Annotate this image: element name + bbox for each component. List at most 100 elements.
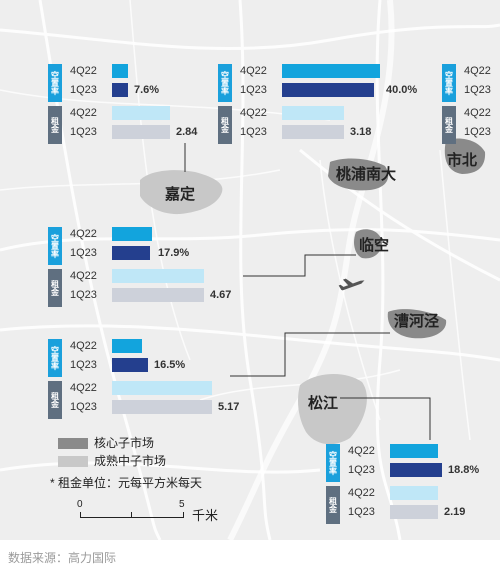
panel-linkong: 空置率租金 4Q22 1Q23 4Q22 1Q23 17.9% 4.67: [48, 227, 278, 307]
period-label: 4Q22: [70, 382, 97, 394]
legend-swatch-core: [58, 438, 88, 449]
vacancy-bar-4Q22: [112, 339, 142, 353]
district-shape-songjiang: [298, 374, 367, 445]
rent-tag: 租金: [326, 486, 340, 524]
panel-songjiang: 空置率租金 4Q22 1Q23 4Q22 1Q23 18.8% 2.19: [326, 444, 500, 524]
period-label: 4Q22: [464, 65, 491, 77]
period-label: 4Q22: [348, 445, 375, 457]
panel-shibei: 空置率 租金 4Q22 1Q23 4Q22 1Q23: [442, 64, 500, 144]
vacancy-bar-4Q22: [282, 64, 380, 78]
rent-bar-4Q22: [112, 106, 170, 120]
scale-bar-mid: [80, 512, 132, 518]
vacancy-value: 7.6%: [134, 84, 160, 96]
district-label-linkong: 临空: [359, 237, 390, 254]
vacancy-value: 40.0%: [386, 84, 418, 96]
rent-value: 5.17: [218, 401, 240, 413]
period-label: 1Q23: [464, 84, 491, 96]
vacancy-bar-1Q23: [282, 83, 374, 97]
rent-tag: 租金: [48, 381, 62, 419]
district-shape-linkong: [354, 229, 382, 259]
vacancy-tag: 空置率: [48, 339, 62, 377]
rent-bar-1Q23: [112, 125, 170, 139]
vacancy-tag: 空置率: [48, 227, 62, 265]
district-label-songjiang: 松江: [308, 395, 339, 412]
district-label-taopu: 桃浦南大: [336, 166, 397, 183]
rent-tag: 租金: [48, 269, 62, 307]
rent-bar-1Q23: [112, 288, 204, 302]
connector-linkong: [243, 254, 356, 277]
district-shape-shibei: [444, 138, 486, 174]
rent-tag: 租金: [218, 106, 232, 144]
source-note: 数据来源：高力国际: [8, 551, 117, 565]
period-label: 1Q23: [70, 126, 97, 138]
vacancy-tag: 空置率: [218, 64, 232, 102]
period-label: 1Q23: [70, 84, 97, 96]
district-shape-caohejing: [387, 309, 447, 339]
period-label: 4Q22: [70, 340, 97, 352]
period-label: 4Q22: [348, 487, 375, 499]
vacancy-bar-1Q23: [112, 246, 150, 260]
period-label: 4Q22: [70, 65, 97, 77]
rent-bar-4Q22: [112, 381, 212, 395]
vacancy-bar-4Q22: [390, 444, 438, 458]
district-shape-taopu: [328, 158, 389, 191]
panel-taopu: 空置率租金 4Q22 1Q23 4Q22 1Q23 40.0% 3.18: [218, 64, 448, 144]
legend-swatch-mature: [58, 456, 88, 467]
panel-jiading: 空置率租金 4Q22 1Q23 4Q22 1Q23 7.6% 2.84: [48, 64, 278, 144]
airplane-icon: [338, 278, 365, 291]
vacancy-bar-1Q23: [112, 83, 128, 97]
scale-min-label: 0: [77, 499, 83, 510]
period-label: 1Q23: [240, 126, 267, 138]
rent-bar-1Q23: [282, 125, 344, 139]
period-label: 1Q23: [70, 359, 97, 371]
connector-caohejing: [230, 332, 390, 377]
district-label-shibei: 市北: [447, 152, 478, 169]
rent-value: 4.67: [210, 289, 232, 301]
district-label-caohejing: 漕河泾: [394, 313, 440, 330]
period-label: 4Q22: [70, 107, 97, 119]
legend-label-mature: 成熟中子市场: [94, 454, 167, 468]
rent-value: 2.84: [176, 126, 198, 138]
period-label: 1Q23: [70, 401, 97, 413]
rent-value: 2.19: [444, 506, 466, 518]
rent-bar-1Q23: [112, 400, 212, 414]
rent-bar-4Q22: [282, 106, 344, 120]
district-label-jiading: 嘉定: [165, 186, 196, 203]
connector-songjiang: [340, 397, 431, 440]
period-label: 4Q22: [464, 107, 491, 119]
vacancy-value: 18.8%: [448, 464, 480, 476]
vacancy-bar-1Q23: [390, 463, 442, 477]
vacancy-tag: 空置率: [48, 64, 62, 102]
period-label: 1Q23: [240, 84, 267, 96]
rent-value: 3.18: [350, 126, 372, 138]
period-label: 4Q22: [240, 107, 267, 119]
period-label: 4Q22: [70, 270, 97, 282]
period-label: 1Q23: [348, 464, 375, 476]
period-label: 1Q23: [348, 506, 375, 518]
district-shape-jiading: [140, 170, 223, 215]
vacancy-value: 17.9%: [158, 247, 190, 259]
rent-tag: 租金: [442, 106, 456, 144]
scale-bar: [80, 512, 184, 518]
panel-caohejing: 空置率租金 4Q22 1Q23 4Q22 1Q23 16.5% 5.17: [48, 339, 278, 419]
period-label: 4Q22: [240, 65, 267, 77]
scale-max-label: 5: [179, 499, 185, 510]
rent-bar-4Q22: [112, 269, 204, 283]
vacancy-bar-4Q22: [112, 227, 152, 241]
rent-tag: 租金: [48, 106, 62, 144]
period-label: 1Q23: [70, 247, 97, 259]
map-background: [0, 0, 500, 540]
period-label: 1Q23: [464, 126, 491, 138]
vacancy-bar-1Q23: [112, 358, 148, 372]
legend-label-core: 核心子市场: [94, 436, 155, 450]
vacancy-bar-4Q22: [112, 64, 128, 78]
rent-bar-1Q23: [390, 505, 438, 519]
rent-bar-4Q22: [390, 486, 438, 500]
vacancy-tag: 空置率: [326, 444, 340, 482]
period-label: 4Q22: [70, 228, 97, 240]
scale-unit-label: 千米: [192, 508, 219, 523]
period-label: 1Q23: [70, 289, 97, 301]
rent-unit-note: * 租金单位：元每平方米每天: [50, 476, 203, 490]
map-area: 嘉定 桃浦南大 市北 临空 漕河泾 松江 空置率 租金 4Q22 1Q23 4Q22 1Q…: [0, 0, 500, 540]
vacancy-value: 16.5%: [154, 359, 186, 371]
